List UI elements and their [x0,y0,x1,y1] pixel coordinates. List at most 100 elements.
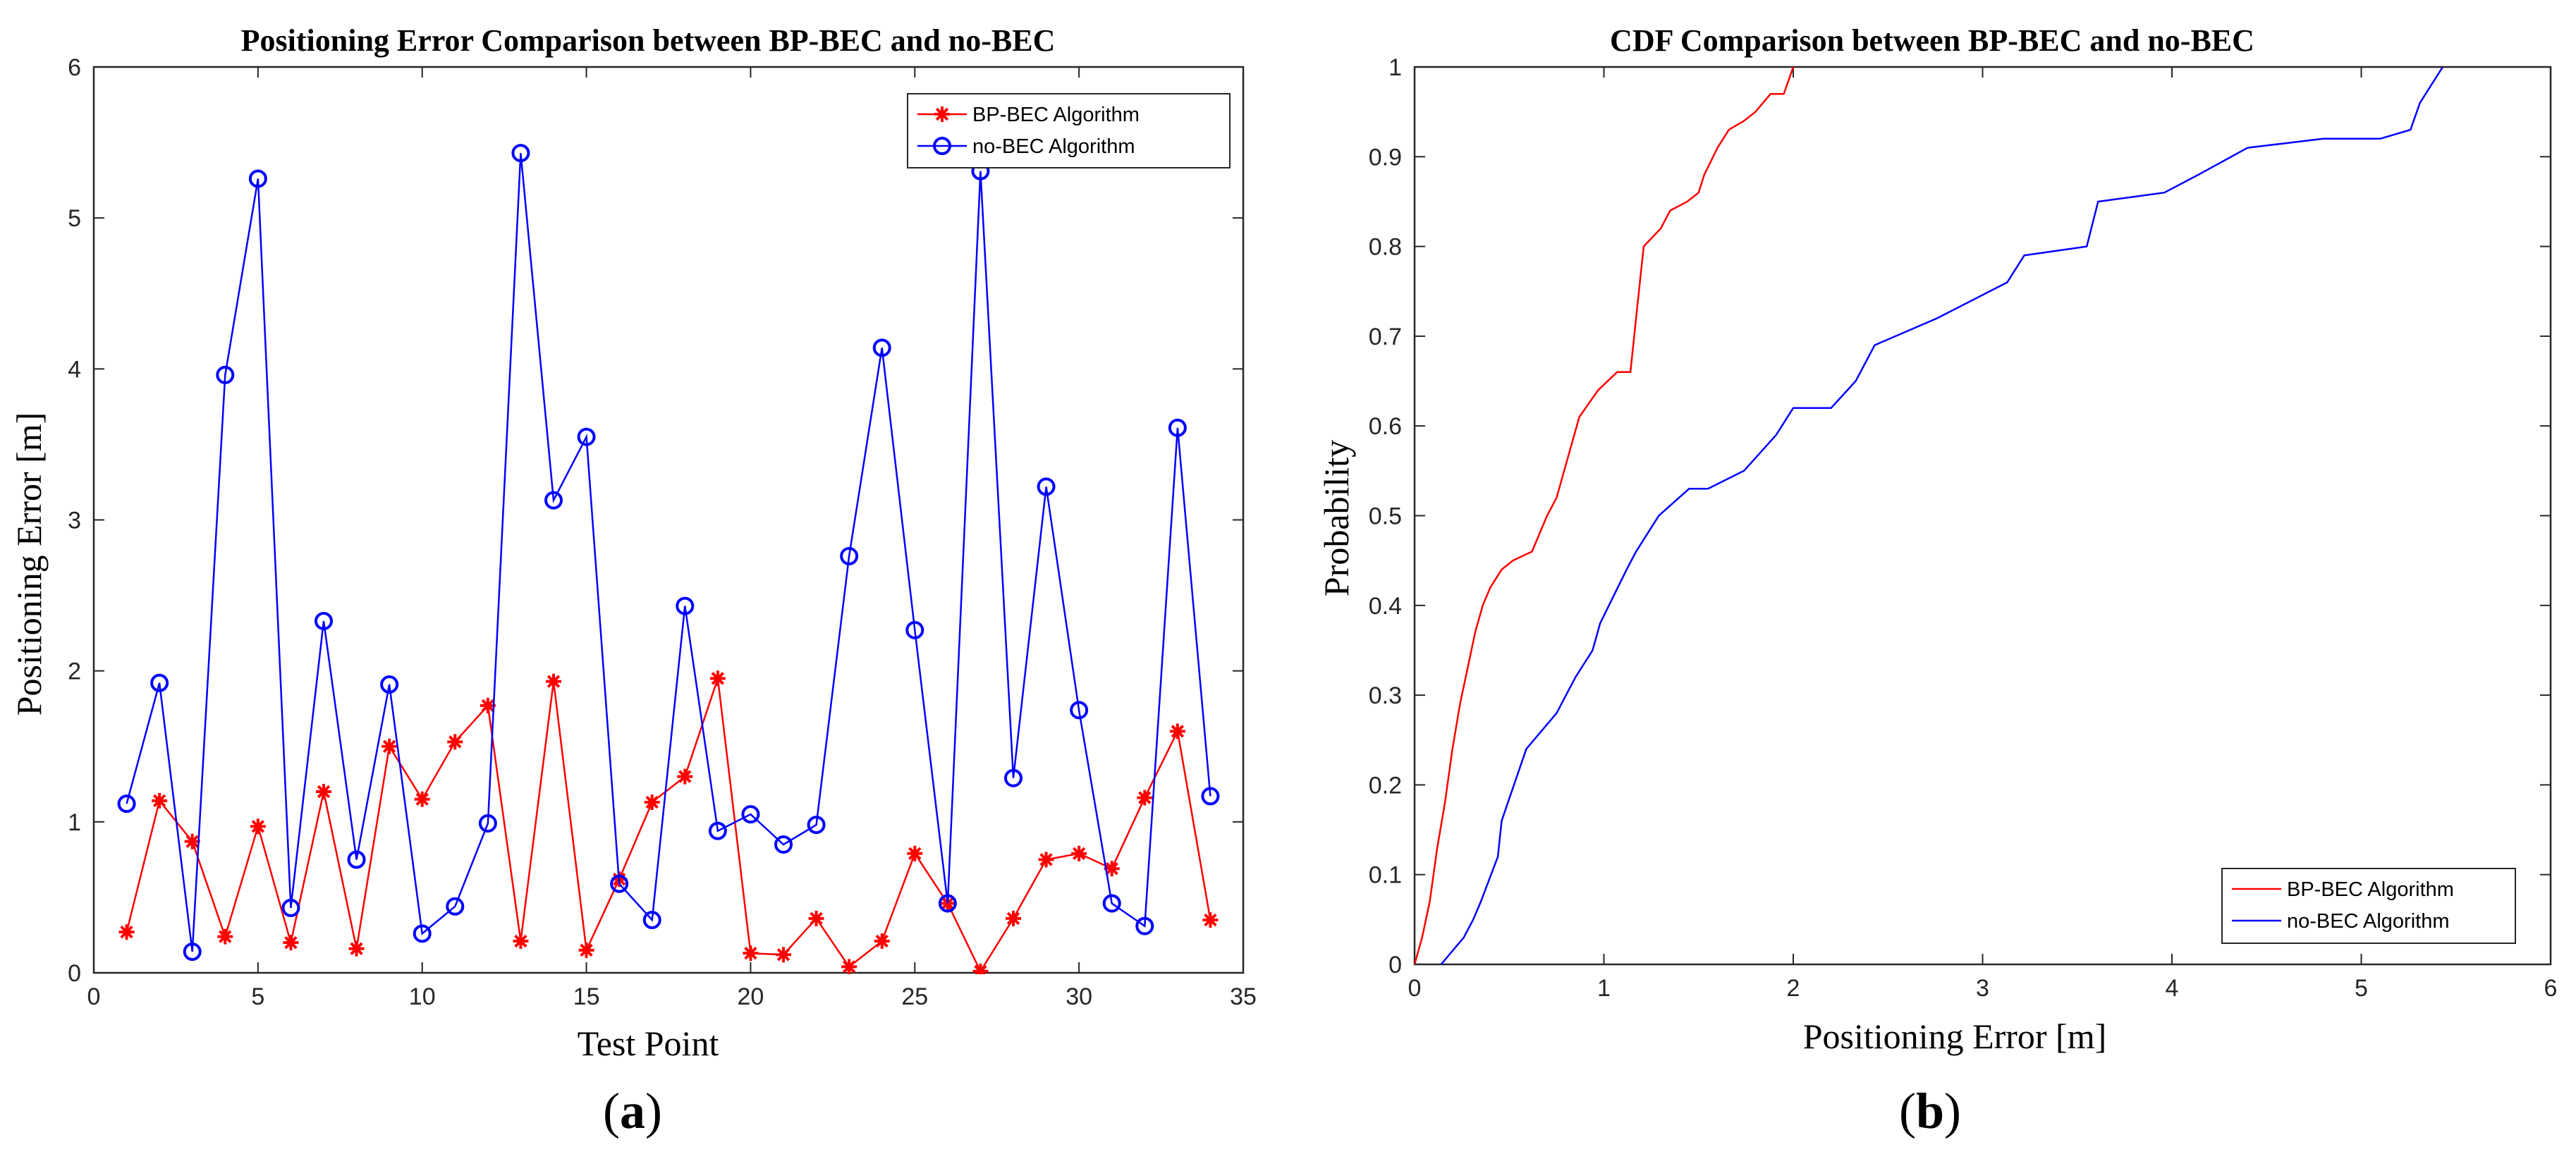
chart-a-series-0-point-stroke [810,911,823,926]
chart-a-series-1-point [544,491,563,510]
chart-b-series-0 [1415,66,1795,965]
chart-a-legend-marker-1 [933,137,951,155]
chart-a-series-1-point [938,894,957,913]
chart-a-series-1-point [150,673,169,692]
chart-a-series-1-point [183,943,202,962]
chart-a-series-0-point [874,933,890,950]
chart-a-xtick-label: 20 [738,983,764,1010]
chart-a-series-0-point [152,792,168,809]
chart-a-ytick-label: 1 [68,809,81,836]
chart-a-series-0-point-stroke [580,943,593,957]
chart-a-series-0-point [1169,723,1185,739]
chart-a-series-1-point [1201,787,1220,806]
chart-b-legend-label-0: BP-BEC Algorithm [2287,878,2454,901]
chart-a-series-0-point [316,784,331,799]
chart-b-xtick-label: 6 [2544,975,2558,1002]
chart-a-series-0-point [348,940,365,957]
panel-label-a: (a) [603,1083,662,1139]
chart-a-ylabel: Positioning Error [m] [9,412,49,716]
chart-a-series-0-point [677,768,693,785]
chart-b-legend-box [2221,868,2516,944]
chart-a-ytick-label: 0 [68,960,81,987]
chart-a-series-1-point [872,338,891,357]
chart-panel-a: Positioning Error Comparison between BP-… [9,23,1257,1139]
chart-a-series-0-point-stroke [317,785,331,799]
chart-a-series-0-point [776,947,791,963]
chart-a-series-0-point [184,833,200,849]
chart-b-xtick-label: 5 [2355,975,2368,1002]
chart-a-series-0-point [808,910,824,926]
chart-a-series-1-point [117,794,136,814]
chart-a-series-1-point [1135,916,1154,935]
chart-a-series-0-point [1202,912,1219,928]
chart-a-series-1-point [741,805,760,824]
chart-a-series-0-point [1104,861,1120,877]
chart-a-series-1-point [807,816,826,835]
chart-a-series-0-point-stroke [415,792,429,806]
chart-a-series-0-point [743,945,759,962]
chart-a-xtick-label: 15 [573,983,600,1010]
chart-a-series-0-point [1038,852,1054,868]
chart-a-series-1-point [1070,701,1089,720]
chart-a-series-1-point [1004,768,1023,787]
chart-a-series-0-point-stroke [350,942,363,955]
chart-b-ytick-label: 0.6 [1369,413,1402,440]
chart-a-series-1-point [248,169,267,188]
chart-a-series-0-point [578,942,594,958]
chart-a-series-0-point [250,818,266,835]
chart-a-series-0-point-stroke [645,795,659,809]
chart-b-xtick-label: 2 [1787,975,1800,1002]
chart-a-series-0-point [1006,910,1021,926]
chart-b-ytick-label: 0.2 [1369,772,1402,799]
chart-b-plot-area: 0 1 2 3 4 5 6 0 0.1 0.2 0.3 0.4 0.5 0.6 0.7 0.8 0.9 1 BP-B… [1369,54,2558,1002]
chart-a-xtick-label: 5 [251,983,264,1010]
chart-b-series-1-line [1440,66,2444,965]
chart-a-legend-marker-0 [934,106,950,122]
chart-a-series-1-point [216,365,235,384]
chart-a-series-0-point-stroke [1072,847,1086,861]
chart-a-plot-area: 0 5 10 15 20 25 30 35 0 1 2 3 4 5 6 BP-BEC Algorithm no-… [68,54,1257,1010]
chart-a-xtick-label: 10 [409,983,436,1010]
chart-a-legend-label-1: no-BEC Algorithm [972,135,1135,158]
chart-b-ylabel: Probability [1317,440,1356,596]
chart-a-series-0-point [907,845,923,861]
chart-b-ytick-label: 0.1 [1369,862,1402,889]
chart-a-series-0-point-stroke [1006,911,1020,926]
chart-b-ytick-label: 0.7 [1369,324,1402,350]
chart-b-xtick-label: 4 [2166,975,2179,1002]
chart-a-xtick-label: 0 [87,983,101,1010]
chart-a-series-0-point [414,791,430,807]
chart-a-series-0-line [126,678,1211,974]
chart-a-series-0-point [217,928,233,945]
chart-b-title: CDF Comparison between BP-BEC and no-BEC [1610,23,2254,58]
chart-b-xlabel: Positioning Error [m] [1803,1017,2107,1056]
chart-a-series-1-line [126,152,1211,952]
chart-a-series-1-point [1037,477,1056,496]
chart-a-series-0-point [841,959,857,974]
chart-a-series-0-point [1137,790,1153,806]
chart-a-series-0-point [118,924,135,940]
chart-b-series-0-line [1415,66,1795,965]
chart-a-series-1-point [281,898,300,917]
panel-label-b-letter: b [1916,1083,1944,1139]
chart-a-series-1-point [511,144,530,163]
chart-a-legend-marker-0-stroke [935,107,949,121]
chart-a-xtick-label: 35 [1230,983,1257,1010]
chart-a-series-0-point-stroke [744,946,757,960]
chart-a-series-1-point [478,814,497,833]
chart-b-ytick-label: 0.8 [1369,234,1402,261]
chart-b-ytick-label: 1 [1388,54,1402,81]
chart-a-xlabel: Test Point [578,1024,719,1063]
chart-a-series-1-point [577,427,596,446]
chart-b-legend: BP-BEC Algorithm no-BEC Algorithm [2221,868,2516,944]
chart-a-series-0-point-stroke [514,934,527,948]
chart-a-series-1-point [413,924,432,943]
chart-a-series-0-point-stroke [842,960,856,974]
panel-label-b: (b) [1899,1083,1961,1139]
chart-a-series-0-point [972,963,989,974]
panel-label-a-letter: a [620,1083,645,1139]
chart-a-series-0-point-stroke [1105,862,1118,876]
chart-a-series-1-point [380,675,399,694]
chart-a-series-0-point-stroke [1138,791,1152,804]
